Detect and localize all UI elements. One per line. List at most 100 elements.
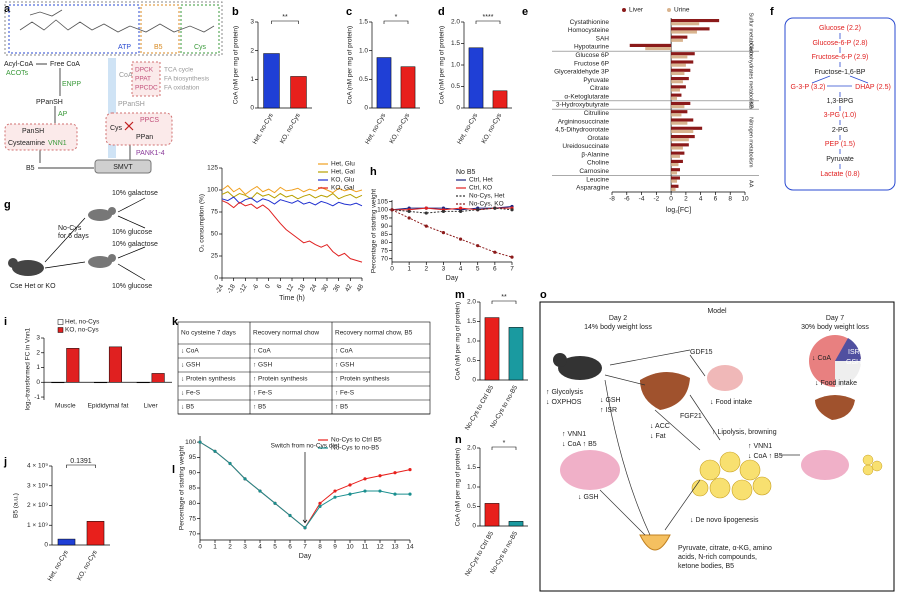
panel-label: k (172, 316, 179, 328)
label: ↓ GSH (600, 397, 621, 404)
x-tick-label: No-Cys to no-B5 (489, 384, 519, 429)
bar (671, 88, 680, 92)
x-tick-label: 2 (424, 266, 428, 273)
bar (671, 68, 691, 72)
y-tick-label: 1.5 (467, 318, 476, 325)
node: Fructose-6-P (2.9) (812, 54, 869, 61)
group-label: Nitrogen metabolism (748, 117, 754, 168)
label: FA biosynthesis (164, 76, 210, 83)
bar (468, 47, 484, 109)
point (243, 477, 247, 481)
point (378, 474, 382, 478)
series-line (221, 191, 363, 200)
table-cell: ↑ CoA (335, 348, 353, 355)
bladder (639, 534, 671, 551)
y-tick-label: 70 (381, 255, 389, 262)
category-label: Citrulline (584, 110, 610, 117)
group-label: AA (748, 180, 754, 188)
bar (671, 151, 685, 155)
bar (671, 96, 678, 100)
bar (671, 80, 683, 84)
x-tick-label: 0 (390, 266, 394, 273)
bar (671, 38, 683, 42)
point (333, 495, 337, 499)
x-tick-label: 8 (728, 196, 732, 203)
x-tick-label: 6 (714, 196, 718, 203)
panel-label: h (370, 166, 377, 178)
label: ↓ ACC (650, 423, 670, 430)
block-mark (124, 121, 134, 131)
y-axis-label: CoA (nM per mg of protein) (347, 26, 354, 104)
y-tick-label: 75 (189, 515, 197, 522)
y-tick-label: 25 (211, 253, 219, 260)
point (198, 440, 202, 444)
label: ↑ VNN1 (748, 443, 772, 450)
arrows (811, 33, 869, 169)
x-tick-label: 42 (344, 283, 354, 293)
category-label: Ureidosuccinate (562, 143, 609, 150)
x-axis-label: log₂[FC] (666, 207, 691, 214)
bar (645, 47, 672, 51)
point (458, 237, 463, 241)
x-tick-label: -12 (238, 283, 249, 295)
bar (66, 348, 80, 383)
x-tick-label: 8 (318, 544, 322, 551)
bar (671, 27, 710, 31)
y-tick-label: 2.0 (451, 19, 460, 26)
y-tick-label: 1.0 (451, 62, 460, 69)
table-cell: ↑ GSH (253, 362, 272, 369)
point (424, 224, 428, 228)
fat-tissue (691, 451, 772, 501)
y-tick-label: 0 (214, 275, 218, 282)
panel-label: f (770, 6, 774, 18)
bar (376, 57, 392, 109)
label: ↓ Food intake (815, 380, 857, 387)
label: FGF21 (680, 413, 702, 420)
group-label: Carbohydrates metabolism (748, 43, 754, 109)
node: 2-PG (832, 127, 848, 134)
y-tick-label: 95 (189, 454, 197, 461)
point (458, 209, 463, 214)
label: ATP (118, 44, 131, 51)
category-label: Argininosuccinate (558, 118, 610, 125)
point (213, 449, 217, 453)
panel-label: g (4, 199, 11, 211)
mouse (88, 209, 112, 221)
molecule-box (4, 1, 223, 56)
series-line (221, 184, 363, 196)
point (408, 468, 412, 472)
transporter (94, 159, 152, 174)
point (318, 504, 322, 508)
point (378, 489, 382, 493)
bar (671, 129, 694, 134)
bar (671, 60, 694, 64)
y-tick-label: 2.0 (467, 299, 476, 306)
y-axis-label: O₂ consumption (%) (199, 194, 206, 252)
node: 1,3-BPG (827, 98, 854, 105)
point (441, 209, 446, 214)
arrow (36, 63, 131, 169)
y-tick-label: 2 × 10⁹ (27, 502, 48, 509)
panel-label: c (346, 6, 352, 18)
bar (508, 327, 524, 381)
y-axis-label: B5 (a.u.) (13, 493, 20, 518)
point (228, 461, 232, 466)
group-label: Sulfur metabolism (748, 13, 754, 57)
bar (671, 118, 694, 122)
bar (671, 159, 683, 163)
y-tick-label: 75 (211, 209, 219, 216)
table-cell: ↓ GSH (181, 362, 200, 369)
label: PanSH (22, 128, 44, 135)
legend-label: Urine (674, 7, 690, 14)
label: ↓ CoA (812, 355, 831, 362)
category-label: Orotate (587, 135, 609, 142)
x-tick-label: KO, no-Cys (388, 112, 411, 145)
bar (492, 90, 508, 109)
panel-label: n (455, 434, 462, 446)
significance-label: **** (483, 14, 494, 21)
y-tick-label: 85 (381, 231, 389, 238)
bar (671, 113, 682, 117)
b5-box (140, 4, 180, 54)
y-tick-label: 1.0 (467, 338, 476, 345)
y-tick-label: 0 (456, 105, 460, 112)
